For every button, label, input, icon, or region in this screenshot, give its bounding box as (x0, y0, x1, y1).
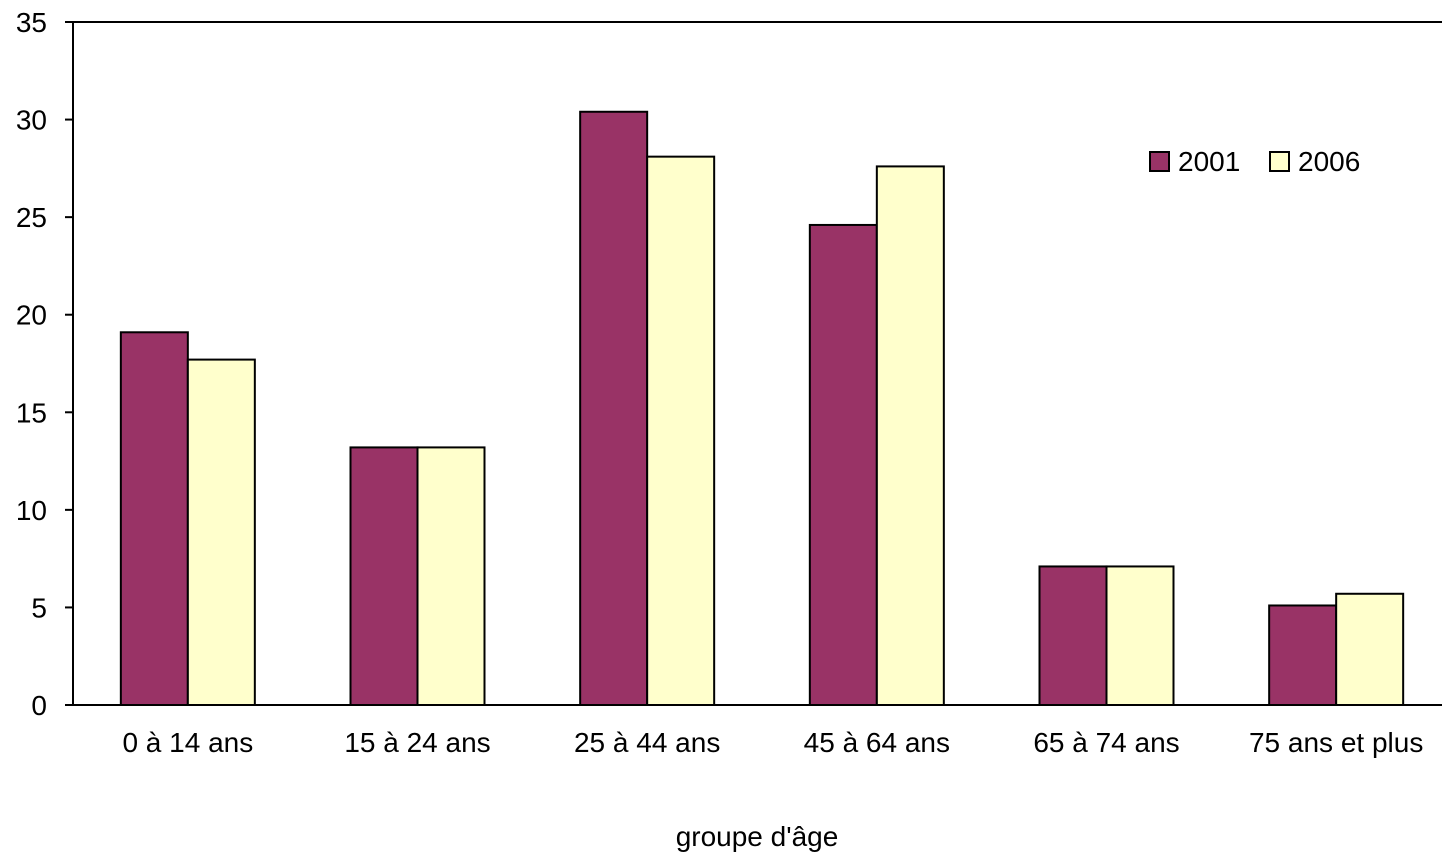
x-tick-label: 0 à 14 ans (122, 727, 253, 758)
bar-2006-1 (416, 446, 486, 706)
y-tick-label: 25 (16, 202, 47, 233)
bar-2001-4 (1038, 565, 1108, 706)
bar-2001-0 (119, 331, 189, 706)
y-tick-label: 5 (31, 592, 47, 623)
bar-2001-3 (808, 223, 878, 706)
bar-2001-1 (349, 446, 419, 706)
bar-2006-4 (1105, 565, 1175, 706)
x-tick-label: 25 à 44 ans (574, 727, 720, 758)
bar-2001-5 (1268, 604, 1338, 707)
x-tick-label: 15 à 24 ans (344, 727, 490, 758)
y-tick-label: 35 (16, 7, 47, 38)
x-tick-label: 45 à 64 ans (804, 727, 950, 758)
legend-label-2006: 2006 (1298, 146, 1360, 177)
bar-2006-0 (186, 358, 256, 706)
legend-label-2001: 2001 (1178, 146, 1240, 177)
legend-swatch-2001 (1149, 151, 1170, 172)
bar-2001-2 (579, 110, 649, 707)
y-tick-label: 0 (31, 690, 47, 721)
x-axis-title: groupe d'âge (676, 821, 839, 852)
bar-2006-5 (1335, 592, 1405, 706)
y-tick-label: 15 (16, 397, 47, 428)
y-tick-label: 20 (16, 300, 47, 331)
x-tick-label: 75 ans et plus (1249, 727, 1423, 758)
plot-area-frame (72, 21, 1442, 706)
legend-swatch-2006 (1269, 151, 1290, 172)
y-tick-label: 10 (16, 495, 47, 526)
x-tick-label: 65 à 74 ans (1033, 727, 1179, 758)
bar-2006-2 (646, 155, 716, 707)
bar-2006-3 (875, 165, 945, 707)
y-tick-label: 30 (16, 105, 47, 136)
